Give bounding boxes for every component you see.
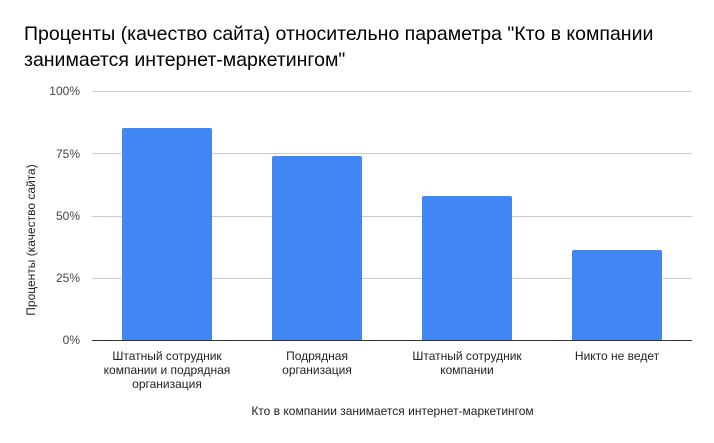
y-axis-title: Проценты (качество сайта) [24, 164, 38, 316]
x-axis-title: Кто в компании занимается интернет-марке… [251, 404, 534, 418]
x-category-label: Подрядная организация [282, 349, 352, 377]
chart-title-line-1: Проценты (качество сайта) относительно п… [24, 23, 654, 45]
gridline-75 [92, 153, 692, 154]
chart-title-line-2: занимается интернет-маркетингом" [24, 49, 346, 71]
x-category-label: Никто не ведет [574, 349, 660, 363]
bar[interactable] [272, 156, 362, 340]
x-category-label: Штатный сотрудник компании и подрядная орг… [103, 349, 231, 391]
bar[interactable] [572, 250, 662, 340]
y-tick-50: 50% [55, 209, 80, 223]
y-tick-0: 0% [62, 333, 80, 347]
x-category-label: Штатный сотрудник компании [412, 349, 522, 377]
gridline-50 [92, 216, 692, 217]
bar[interactable] [122, 128, 212, 340]
chart-title: Проценты (качество сайта) относительно п… [24, 21, 704, 73]
gridline-100 [92, 91, 692, 92]
y-tick-75: 75% [55, 147, 80, 161]
bar[interactable] [422, 196, 512, 340]
x-axis-line [92, 340, 692, 341]
y-tick-100: 100% [49, 84, 80, 98]
gridline-25 [92, 278, 692, 279]
plot-area [92, 91, 692, 341]
y-tick-25: 25% [55, 271, 80, 285]
